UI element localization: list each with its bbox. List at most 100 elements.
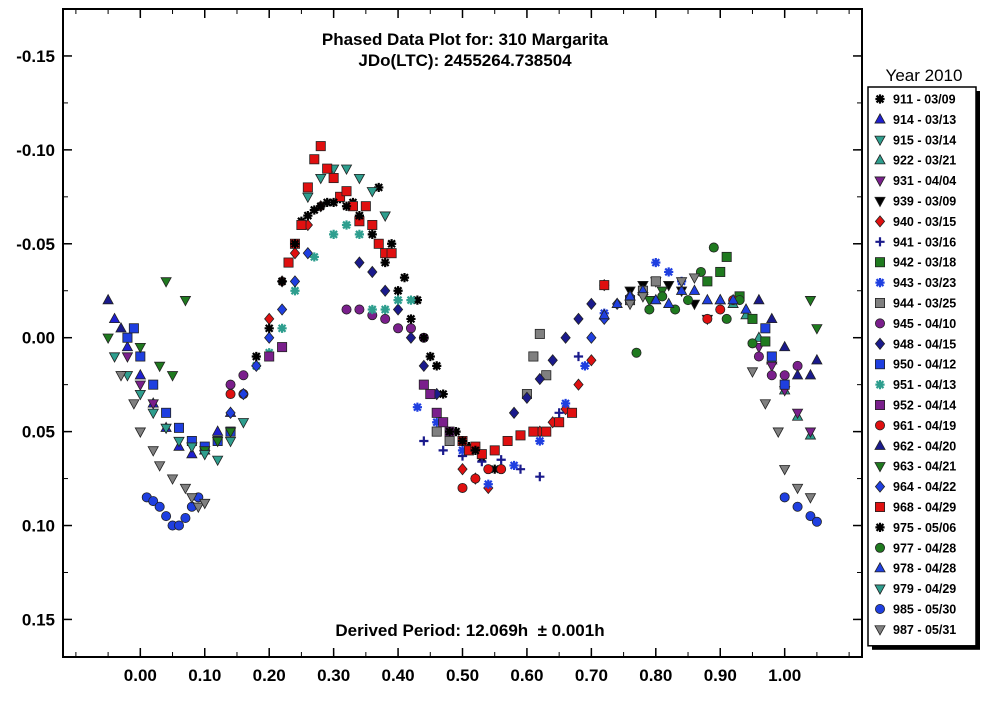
data-point [160, 277, 172, 288]
x-tick-label: 0.90 [704, 666, 737, 685]
data-point [721, 313, 732, 324]
data-point [509, 460, 519, 471]
data-point [173, 436, 185, 448]
data-point [121, 340, 134, 352]
data-point [108, 352, 121, 363]
data-point [102, 293, 114, 305]
legend-marker [874, 215, 886, 228]
legend-marker [874, 439, 886, 450]
legend-entry-label: 914 - 03/13 [893, 113, 956, 127]
data-point [791, 483, 804, 495]
data-point [483, 464, 494, 475]
data-point [535, 472, 545, 482]
data-point [121, 352, 134, 363]
x-tick-label: 1.00 [768, 666, 801, 685]
data-point [367, 265, 378, 279]
legend-entry-label: 968 - 04/29 [893, 501, 956, 515]
data-point [316, 201, 326, 211]
data-point [386, 248, 397, 259]
series-941 [419, 314, 609, 482]
legend-entry-label: 941 - 03/16 [893, 235, 956, 249]
data-point [251, 359, 262, 373]
data-point [457, 436, 468, 446]
legend-marker [875, 420, 886, 431]
data-point [651, 257, 661, 268]
data-point [160, 423, 172, 435]
x-tick-label: 0.80 [639, 666, 672, 685]
legend-entry-label: 978 - 04/28 [893, 562, 956, 576]
legend-box [867, 86, 977, 647]
data-point [302, 192, 314, 204]
data-point [778, 465, 791, 476]
data-point [380, 304, 390, 315]
data-point [554, 408, 564, 418]
series-978 [598, 284, 752, 320]
data-point [224, 427, 237, 438]
legend-entry-label: 942 - 03/18 [893, 256, 956, 270]
data-point [329, 229, 339, 239]
data-point [438, 389, 448, 399]
legend-entry-label: 948 - 04/15 [893, 337, 956, 351]
data-point [302, 247, 313, 260]
data-point [380, 313, 391, 324]
data-point [264, 351, 275, 362]
data-point [315, 173, 327, 185]
legend-entry-label: 985 - 05/30 [893, 603, 956, 617]
legend-marker [874, 337, 886, 350]
legend-title: Year 2010 [886, 66, 963, 85]
data-point [747, 338, 758, 349]
data-point [153, 361, 166, 373]
data-point [154, 501, 165, 512]
data-point [238, 370, 249, 381]
y-tick-label: 0.05 [22, 423, 55, 442]
data-point [153, 461, 166, 472]
data-point [225, 389, 236, 400]
data-point [173, 422, 184, 433]
data-point [432, 361, 442, 371]
data-point [179, 483, 192, 495]
axis-ticks: 0.00 0.10 0.20 0.30 0.40 0.50 0.60 0.70 0.80 0.90… [16, 8, 862, 685]
data-point [102, 333, 114, 345]
data-point [380, 257, 390, 268]
data-point [791, 368, 804, 380]
data-point [586, 354, 597, 367]
data-point [451, 427, 461, 437]
data-point [541, 426, 552, 437]
legend-entry-label: 945 - 04/10 [893, 317, 956, 331]
data-point [115, 371, 127, 382]
data-point [766, 370, 777, 381]
data-point [445, 427, 455, 437]
data-point [341, 220, 352, 230]
data-point [586, 331, 597, 344]
plot-frame [62, 8, 863, 658]
chart-titles: Phased Data Plot for: 310 Margarita JDo(… [322, 30, 609, 640]
data-point [534, 328, 545, 339]
data-points [102, 141, 823, 531]
data-point [329, 197, 339, 208]
data-point [791, 408, 804, 420]
legend-entry-label: 964 - 04/22 [893, 480, 956, 494]
data-point [805, 511, 816, 522]
data-point [418, 359, 429, 373]
legend-entry-label: 911 - 03/09 [893, 93, 956, 107]
data-point [631, 347, 642, 358]
data-point [721, 251, 732, 262]
data-point [128, 323, 139, 334]
data-point [804, 368, 817, 380]
data-point [393, 295, 403, 305]
series-985 [141, 492, 822, 531]
y-tick-label: -0.05 [16, 235, 55, 254]
data-point [515, 464, 526, 474]
data-point [134, 343, 147, 354]
data-point [147, 446, 159, 457]
data-point [470, 445, 480, 455]
series-987 [115, 273, 817, 514]
data-point [419, 436, 429, 446]
legend-entry-label: 931 - 04/04 [893, 174, 956, 188]
chart-title: Phased Data Plot for: 310 Margarita [322, 30, 609, 49]
data-point [393, 286, 403, 296]
data-point [804, 296, 817, 307]
data-point [560, 398, 571, 409]
data-point [675, 284, 688, 295]
series-948 [354, 256, 597, 419]
